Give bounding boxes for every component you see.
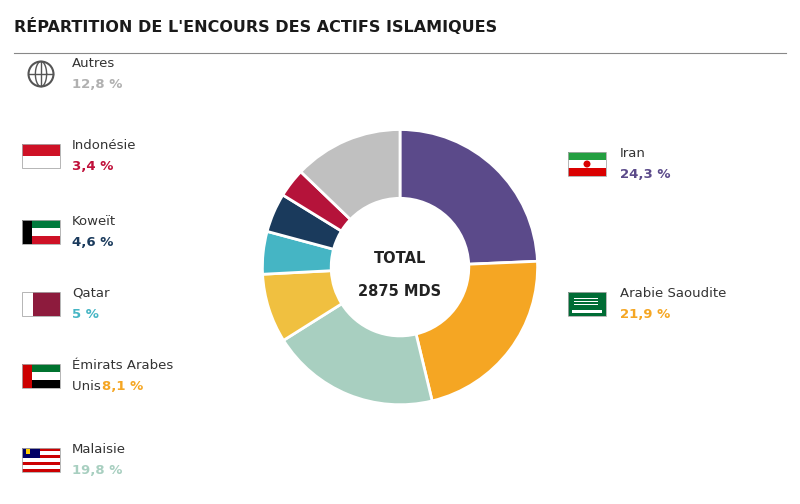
Bar <box>22 462 60 465</box>
Bar <box>22 455 60 458</box>
Text: 2875 MDS: 2875 MDS <box>358 284 442 299</box>
Bar <box>22 292 60 316</box>
Bar <box>22 448 40 458</box>
Text: Émirats Arabes: Émirats Arabes <box>72 359 174 372</box>
Bar <box>22 452 60 455</box>
Wedge shape <box>267 195 342 249</box>
Bar <box>22 469 60 472</box>
Bar <box>32 372 60 380</box>
Wedge shape <box>283 304 432 405</box>
Bar <box>568 160 606 168</box>
Text: 4,6 %: 4,6 % <box>72 236 114 249</box>
Text: Koweït: Koweït <box>72 215 116 228</box>
Bar <box>22 364 60 388</box>
Bar <box>572 310 602 313</box>
Text: Unis: Unis <box>72 380 105 393</box>
Bar <box>22 292 33 316</box>
Bar <box>22 364 32 388</box>
Bar <box>574 298 598 299</box>
Text: 5 %: 5 % <box>72 308 99 321</box>
Bar <box>26 450 30 454</box>
Text: Qatar: Qatar <box>72 287 110 300</box>
Bar <box>568 292 606 316</box>
Bar <box>22 448 60 472</box>
Text: 3,4 %: 3,4 % <box>72 160 114 173</box>
Text: Indonésie: Indonésie <box>72 139 137 152</box>
Bar <box>33 292 60 316</box>
Bar <box>22 228 60 236</box>
Circle shape <box>583 160 590 167</box>
Wedge shape <box>283 172 350 231</box>
Text: Malaisie: Malaisie <box>72 443 126 456</box>
Bar <box>22 144 60 168</box>
Text: TOTAL: TOTAL <box>374 251 426 266</box>
Wedge shape <box>400 130 538 264</box>
Bar <box>568 152 606 176</box>
Text: 21,9 %: 21,9 % <box>620 308 670 321</box>
Bar <box>574 304 598 305</box>
Bar <box>22 220 32 244</box>
Bar <box>22 220 60 244</box>
Bar <box>22 465 60 469</box>
Bar <box>568 168 606 176</box>
Text: Arabie Saoudite: Arabie Saoudite <box>620 287 726 300</box>
Bar <box>568 152 606 160</box>
Text: Iran: Iran <box>620 147 646 160</box>
Bar <box>22 236 60 244</box>
Bar <box>22 220 60 228</box>
Bar <box>22 156 60 168</box>
Text: 8,1 %: 8,1 % <box>102 380 143 393</box>
Bar <box>568 292 606 316</box>
Bar <box>32 380 60 388</box>
Text: 19,8 %: 19,8 % <box>72 464 122 477</box>
Text: 12,8 %: 12,8 % <box>72 78 122 91</box>
Bar <box>22 458 60 462</box>
Text: Autres: Autres <box>72 57 115 70</box>
Wedge shape <box>262 271 342 340</box>
Bar <box>32 364 60 372</box>
Text: 24,3 %: 24,3 % <box>620 168 670 181</box>
Wedge shape <box>416 261 538 401</box>
Wedge shape <box>262 231 334 274</box>
Bar <box>22 448 60 452</box>
Wedge shape <box>301 130 400 219</box>
Bar <box>574 301 598 302</box>
Bar <box>22 144 60 156</box>
Text: RÉPARTITION DE L'ENCOURS DES ACTIFS ISLAMIQUES: RÉPARTITION DE L'ENCOURS DES ACTIFS ISLA… <box>14 18 498 35</box>
